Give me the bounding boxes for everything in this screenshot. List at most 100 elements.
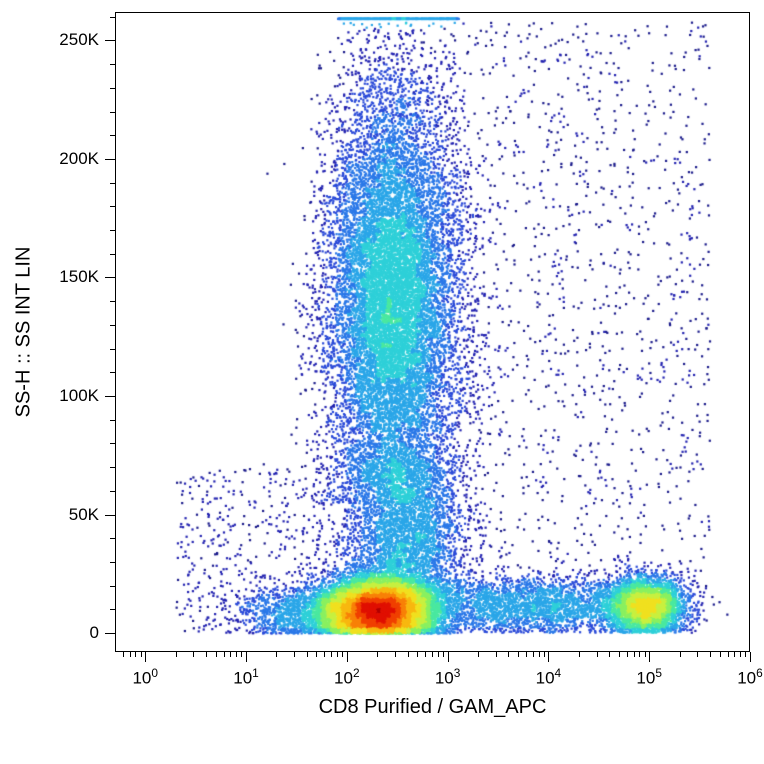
- x-tick-label: 100: [132, 666, 158, 689]
- x-minor-tick: [710, 652, 711, 657]
- x-minor-tick: [417, 652, 418, 657]
- x-minor-tick: [425, 652, 426, 657]
- x-minor-tick: [533, 652, 534, 657]
- x-minor-tick: [216, 652, 217, 657]
- x-tick-label: 104: [536, 666, 562, 689]
- plot-area: [115, 12, 750, 652]
- x-minor-tick: [443, 652, 444, 657]
- x-minor-tick: [337, 652, 338, 657]
- y-minor-tick: [110, 64, 115, 65]
- scatter-density-canvas: [116, 13, 751, 653]
- y-axis-label: SS-H :: SS INT LIN: [13, 247, 36, 418]
- y-tick-label: 0: [0, 623, 99, 643]
- x-minor-tick: [526, 652, 527, 657]
- x-tick-label: 102: [334, 666, 360, 689]
- x-major-tick: [246, 652, 247, 662]
- y-major-tick: [105, 396, 115, 397]
- x-major-tick: [347, 652, 348, 662]
- y-major-tick: [105, 277, 115, 278]
- x-minor-tick: [634, 652, 635, 657]
- x-minor-tick: [680, 652, 681, 657]
- x-minor-tick: [745, 652, 746, 657]
- x-minor-tick: [307, 652, 308, 657]
- y-tick-label: 50K: [0, 505, 99, 525]
- x-minor-tick: [230, 652, 231, 657]
- y-tick-label: 250K: [0, 30, 99, 50]
- x-minor-tick: [395, 652, 396, 657]
- y-major-tick: [105, 633, 115, 634]
- y-minor-tick: [110, 230, 115, 231]
- x-tick-label: 106: [737, 666, 763, 689]
- x-minor-tick: [496, 652, 497, 657]
- y-minor-tick: [110, 443, 115, 444]
- x-minor-tick: [176, 652, 177, 657]
- x-minor-tick: [224, 652, 225, 657]
- x-minor-tick: [508, 652, 509, 657]
- y-minor-tick: [110, 538, 115, 539]
- x-minor-tick: [740, 652, 741, 657]
- x-minor-tick: [697, 652, 698, 657]
- x-major-tick: [750, 652, 751, 662]
- x-minor-tick: [141, 652, 142, 657]
- y-minor-tick: [110, 491, 115, 492]
- x-minor-tick: [438, 652, 439, 657]
- x-minor-tick: [135, 652, 136, 657]
- x-minor-tick: [734, 652, 735, 657]
- y-minor-tick: [110, 325, 115, 326]
- y-minor-tick: [110, 349, 115, 350]
- y-minor-tick: [110, 112, 115, 113]
- x-minor-tick: [324, 652, 325, 657]
- y-minor-tick: [110, 183, 115, 184]
- x-minor-tick: [539, 652, 540, 657]
- x-minor-tick: [408, 652, 409, 657]
- x-minor-tick: [619, 652, 620, 657]
- y-minor-tick: [110, 206, 115, 207]
- x-minor-tick: [432, 652, 433, 657]
- x-minor-tick: [579, 652, 580, 657]
- x-minor-tick: [728, 652, 729, 657]
- x-minor-tick: [130, 652, 131, 657]
- x-minor-tick: [544, 652, 545, 657]
- y-major-tick: [105, 40, 115, 41]
- x-minor-tick: [236, 652, 237, 657]
- x-minor-tick: [597, 652, 598, 657]
- x-minor-tick: [331, 652, 332, 657]
- x-major-tick: [145, 652, 146, 662]
- y-minor-tick: [110, 420, 115, 421]
- y-minor-tick: [110, 301, 115, 302]
- x-tick-label: 103: [435, 666, 461, 689]
- y-minor-tick: [110, 586, 115, 587]
- x-minor-tick: [609, 652, 610, 657]
- x-minor-tick: [123, 652, 124, 657]
- x-minor-tick: [720, 652, 721, 657]
- x-minor-tick: [627, 652, 628, 657]
- x-minor-tick: [193, 652, 194, 657]
- x-minor-tick: [316, 652, 317, 657]
- y-minor-tick: [110, 135, 115, 136]
- x-tick-label: 101: [233, 666, 259, 689]
- x-minor-tick: [645, 652, 646, 657]
- y-major-tick: [105, 159, 115, 160]
- x-minor-tick: [377, 652, 378, 657]
- y-minor-tick: [110, 467, 115, 468]
- x-major-tick: [649, 652, 650, 662]
- y-minor-tick: [110, 88, 115, 89]
- x-minor-tick: [518, 652, 519, 657]
- x-minor-tick: [241, 652, 242, 657]
- x-minor-tick: [639, 652, 640, 657]
- y-tick-label: 200K: [0, 149, 99, 169]
- x-minor-tick: [478, 652, 479, 657]
- x-minor-tick: [294, 652, 295, 657]
- x-minor-tick: [342, 652, 343, 657]
- y-minor-tick: [110, 372, 115, 373]
- x-tick-label: 105: [636, 666, 662, 689]
- y-major-tick: [105, 515, 115, 516]
- y-minor-tick: [110, 254, 115, 255]
- x-minor-tick: [206, 652, 207, 657]
- y-minor-tick: [110, 609, 115, 610]
- x-major-tick: [548, 652, 549, 662]
- x-major-tick: [448, 652, 449, 662]
- y-minor-tick: [110, 562, 115, 563]
- x-minor-tick: [276, 652, 277, 657]
- x-axis-label: CD8 Purified / GAM_APC: [319, 696, 547, 719]
